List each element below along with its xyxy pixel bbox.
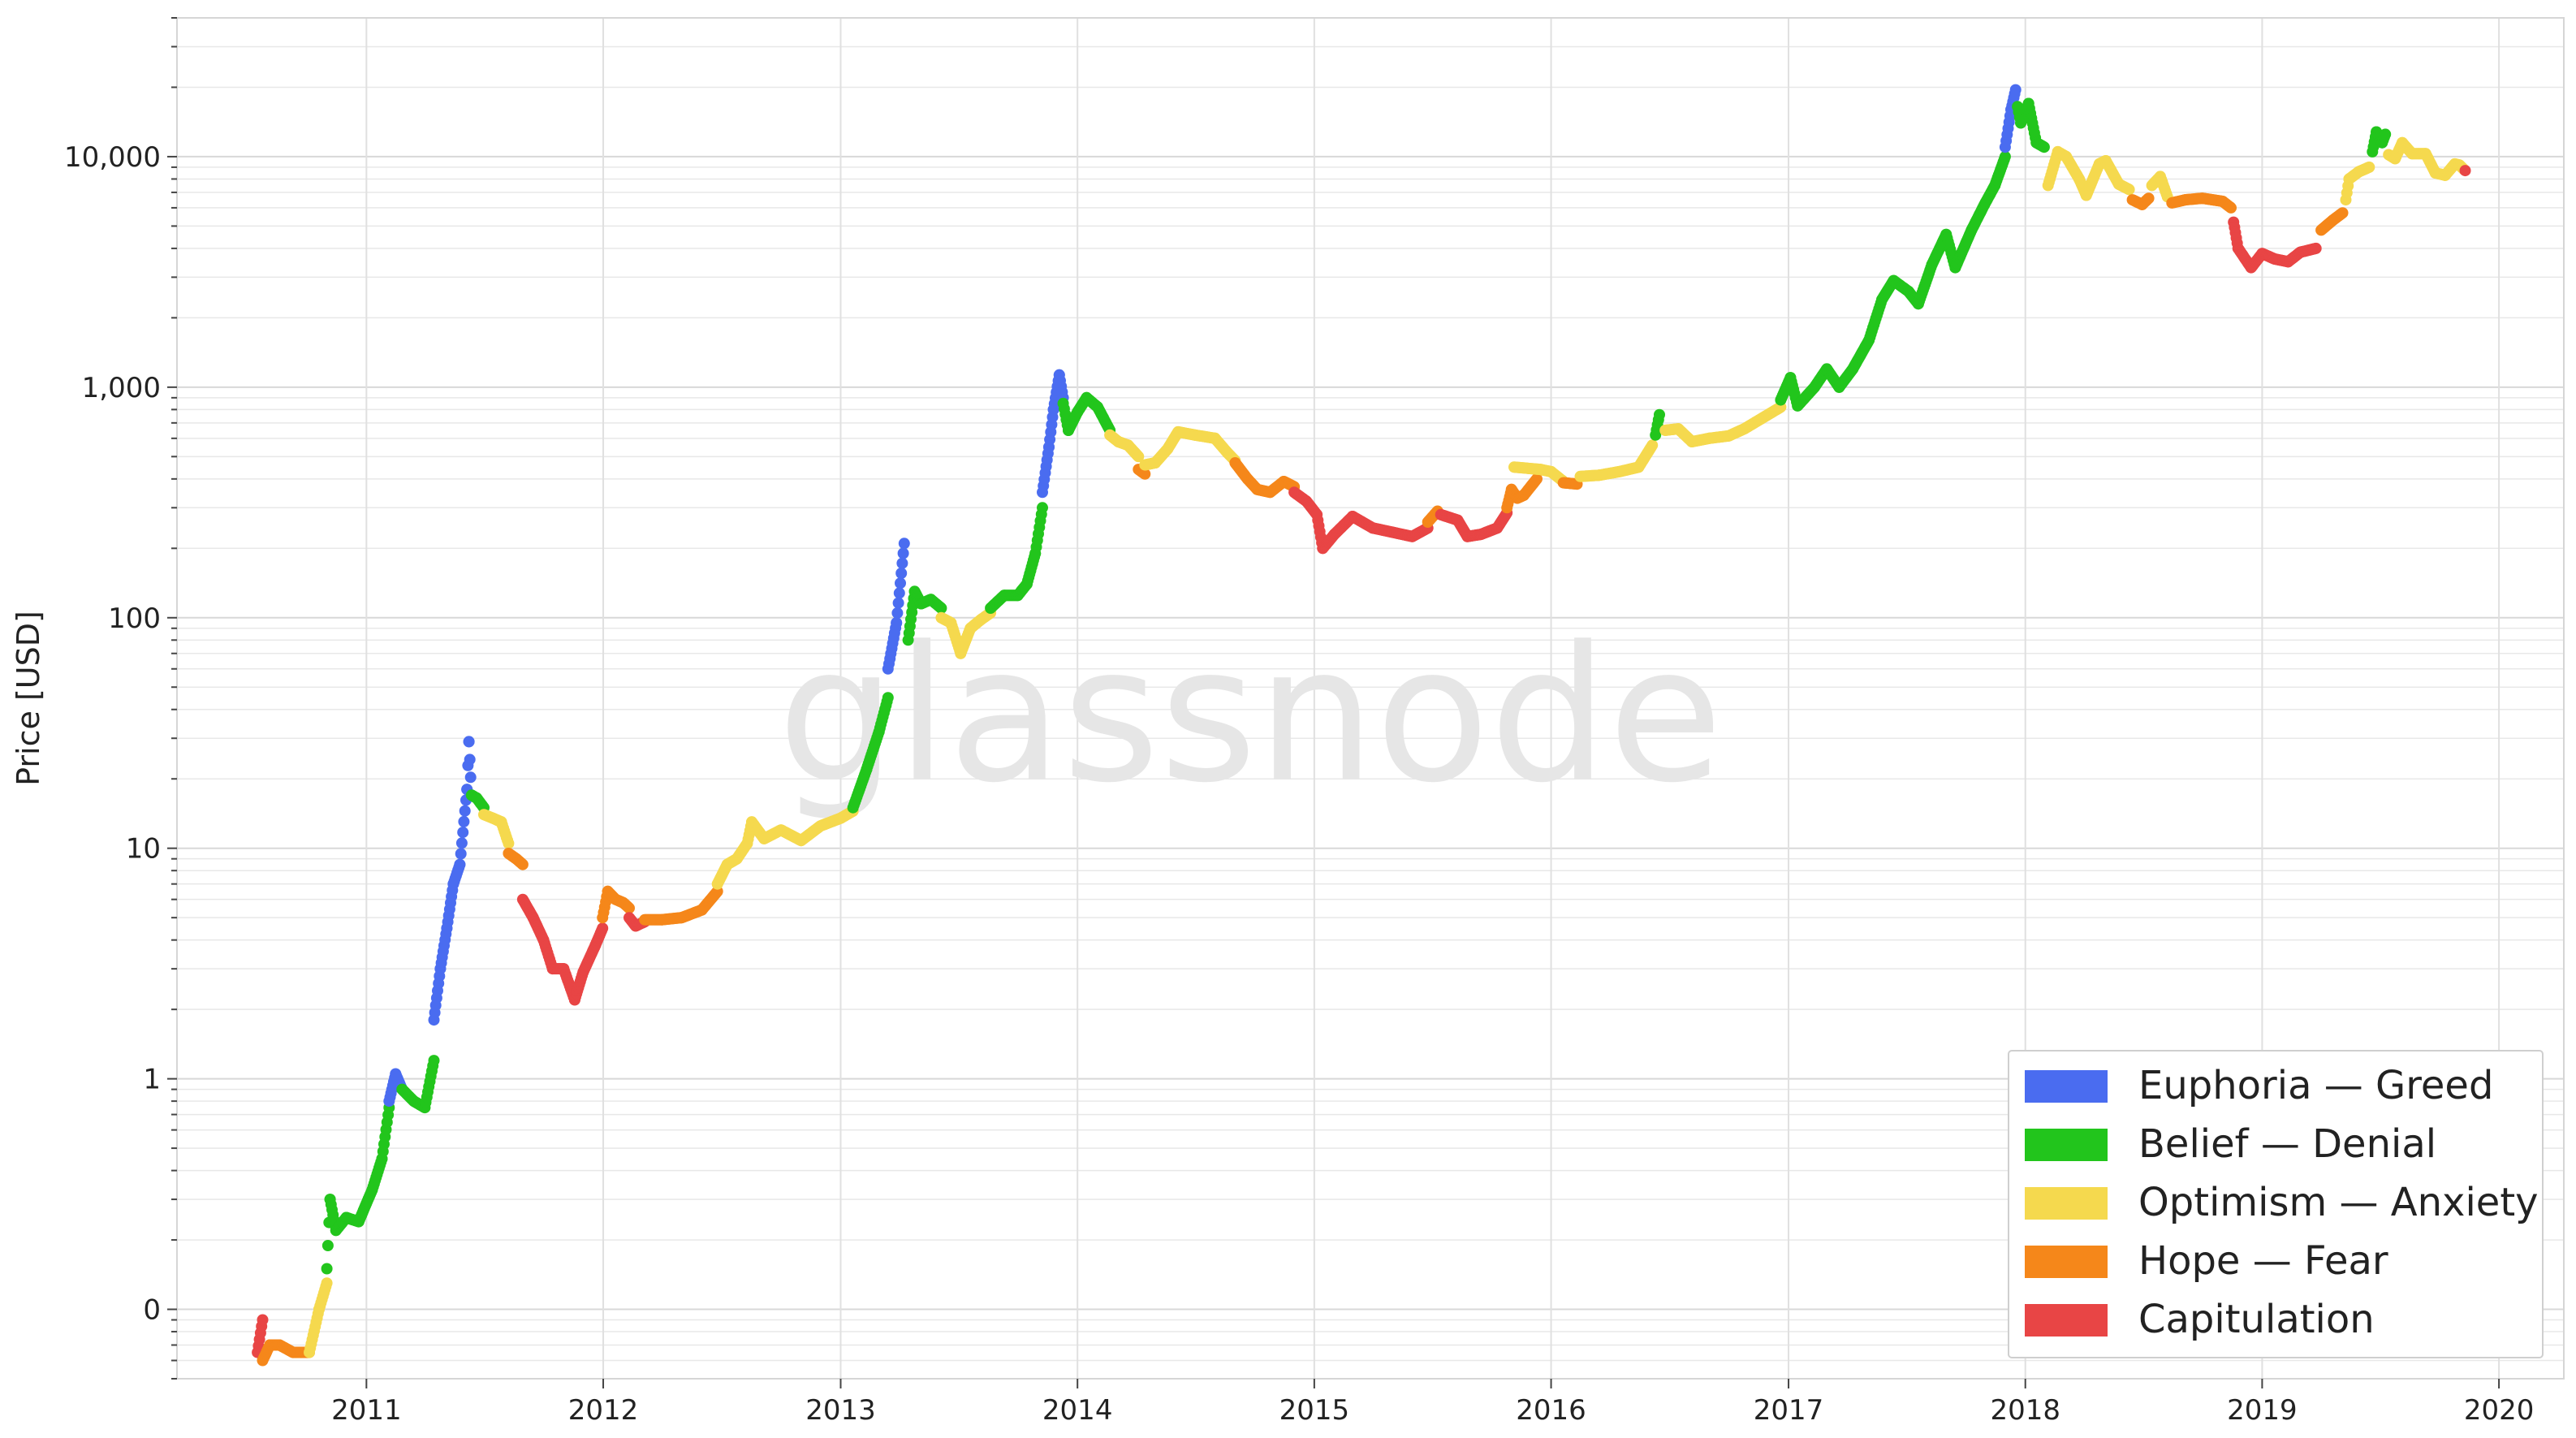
data-point-optimism: [321, 1277, 333, 1289]
legend-swatch-optimism: [2025, 1187, 2108, 1220]
data-point-belief: [935, 602, 947, 614]
y-tick-label: 100: [108, 602, 161, 635]
legend-label-belief: Belief — Denial: [2138, 1121, 2436, 1167]
data-point-belief: [428, 1055, 440, 1067]
data-point-euphoria: [457, 827, 469, 839]
x-tick-label: 2017: [1754, 1394, 1824, 1427]
data-point-hope: [2337, 207, 2349, 219]
data-point-hope: [624, 902, 635, 914]
x-tick-label: 2014: [1042, 1394, 1113, 1427]
data-point-optimism: [1133, 451, 1145, 463]
data-point-belief: [2380, 128, 2392, 140]
legend-box: [2008, 1050, 2544, 1358]
y-tick-label: 1,000: [82, 372, 161, 404]
y-tick-label: 0: [143, 1294, 161, 1327]
data-point-euphoria: [891, 607, 904, 619]
x-tick-label: 2018: [1990, 1394, 2060, 1427]
data-point-euphoria: [464, 754, 476, 766]
data-point-capitulation: [597, 922, 609, 935]
x-tick-label: 2011: [331, 1394, 402, 1427]
data-point-euphoria: [895, 577, 906, 589]
x-tick-label: 2016: [1516, 1394, 1586, 1427]
data-point-optimism: [503, 837, 515, 849]
data-point-euphoria: [455, 848, 467, 860]
data-point-belief: [2038, 141, 2050, 153]
data-point-euphoria: [458, 815, 470, 827]
x-axis: 2011 2012 2013 2014 2015 2016 2017 2018 2019 2020: [331, 1379, 2534, 1427]
legend-label-capitulation: Capitulation: [2138, 1297, 2375, 1342]
y-axis: 0 1 10 100 1,000 10,000: [64, 17, 177, 1380]
data-point-euphoria: [463, 736, 475, 748]
legend-swatch-euphoria: [2025, 1070, 2108, 1103]
x-tick-label: 2015: [1279, 1394, 1350, 1427]
data-point-hope: [1531, 473, 1543, 485]
x-tick-label: 2020: [2464, 1394, 2535, 1427]
y-tick-label: 10: [126, 833, 161, 866]
data-point-belief: [321, 1263, 333, 1275]
data-point-optimism: [1646, 439, 1659, 451]
data-point-capitulation: [2310, 242, 2322, 254]
data-point-euphoria: [892, 597, 904, 609]
data-point-belief: [1654, 408, 1665, 421]
data-point-hope: [1139, 468, 1151, 480]
x-tick-label: 2012: [568, 1394, 639, 1427]
legend-swatch-belief: [2025, 1129, 2108, 1161]
data-point-belief: [1037, 502, 1048, 514]
data-point-optimism: [2123, 184, 2135, 196]
data-point-euphoria: [897, 547, 909, 559]
data-point-hope: [516, 858, 529, 870]
data-point-euphoria: [896, 557, 908, 569]
x-tick-label: 2013: [805, 1394, 876, 1427]
data-point-euphoria: [455, 837, 468, 849]
data-point-euphoria: [2009, 84, 2022, 96]
y-tick-label: 10,000: [64, 141, 161, 174]
data-point-hope: [2142, 192, 2155, 205]
data-point-euphoria: [464, 771, 477, 784]
data-point-belief: [1999, 150, 2011, 162]
data-point-euphoria: [893, 587, 905, 599]
data-point-euphoria: [454, 858, 466, 870]
legend-swatch-hope: [2025, 1246, 2108, 1278]
data-point-capitulation: [257, 1314, 269, 1326]
legend: Euphoria — Greed Belief — Denial Optimis…: [2008, 1050, 2544, 1358]
watermark: glassnode: [778, 607, 1724, 824]
legend-label-hope: Hope — Fear: [2138, 1238, 2388, 1284]
legend-label-euphoria: Euphoria — Greed: [2138, 1063, 2493, 1108]
data-point-hope: [2225, 201, 2237, 214]
data-point-capitulation: [2459, 165, 2471, 177]
data-points: [252, 84, 2471, 1367]
data-point-euphoria: [895, 568, 908, 579]
data-point-optimism: [2363, 161, 2375, 173]
plot-frame: [176, 17, 2565, 1380]
data-point-euphoria: [459, 805, 471, 817]
y-axis-title: Price [USD]: [11, 611, 46, 786]
data-point-belief: [321, 1240, 334, 1251]
legend-swatch-capitulation: [2025, 1304, 2108, 1337]
data-point-euphoria: [891, 617, 903, 629]
y-tick-label: 1: [143, 1064, 161, 1096]
x-tick-label: 2019: [2227, 1394, 2298, 1427]
data-point-belief: [882, 692, 894, 704]
data-point-euphoria: [898, 538, 910, 550]
legend-label-optimism: Optimism — Anxiety: [2138, 1180, 2539, 1225]
